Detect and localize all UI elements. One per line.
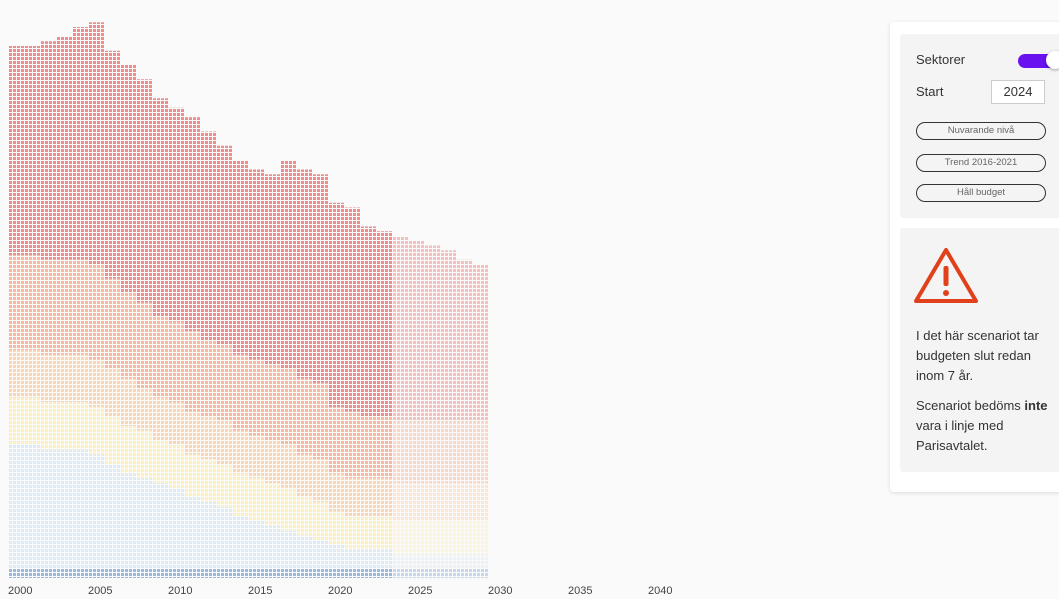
x-tick-label: 2030: [488, 585, 512, 597]
verdict: Scenariot bedöms inte vara i linje med P…: [916, 396, 1052, 456]
dot-grid: [8, 0, 490, 580]
x-tick-label: 2040: [648, 585, 672, 597]
scenario-button[interactable]: Håll budget: [916, 184, 1046, 202]
start-input[interactable]: 2024: [991, 80, 1045, 104]
message: I det här scenariot tar budgeten slut re…: [916, 328, 1039, 383]
scenario-button[interactable]: Nuvarande nivå: [916, 122, 1046, 140]
x-tick-label: 2025: [408, 585, 432, 597]
warning-icon: [914, 248, 978, 303]
verdict-text: Scenariot bedöms: [916, 398, 1021, 413]
chart: 2000 2005 2010 2015 2020 2025 2030 2035 2040: [8, 0, 672, 597]
settings-box: Sektorer Start 2024 Nuvarande nivå Trend…: [900, 34, 1059, 218]
x-tick-label: 2010: [168, 585, 192, 597]
x-tick-label: 2020: [328, 585, 352, 597]
toggle[interactable]: [1018, 51, 1059, 69]
toggle-knob: [1046, 51, 1059, 69]
x-tick-label: 2005: [88, 585, 112, 597]
control-panel: Sektorer Start 2024 Nuvarande nivå Trend…: [890, 22, 1059, 492]
toggle-label: Sektorer: [916, 52, 966, 67]
verdict-emphasis: inte: [1024, 398, 1048, 413]
start-label: Start: [916, 84, 944, 99]
x-tick-label: 2035: [568, 585, 592, 597]
x-tick-label: 2015: [248, 585, 272, 597]
verdict-text: vara i linje med Parisavtalet.: [916, 418, 1004, 453]
scenario-button[interactable]: Trend 2016-2021: [916, 154, 1046, 172]
x-tick-label: 2000: [8, 585, 32, 597]
result-box: I det här scenariot tar budgeten slut re…: [900, 228, 1059, 472]
